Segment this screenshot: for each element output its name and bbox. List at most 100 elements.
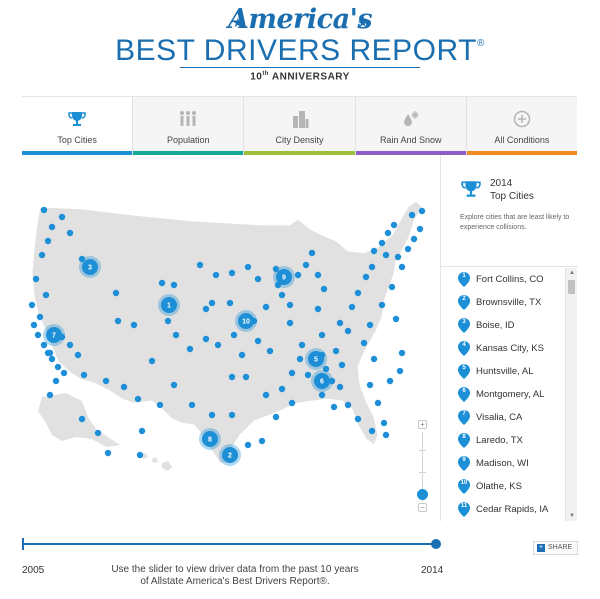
city-marker[interactable] bbox=[54, 363, 62, 371]
city-marker[interactable] bbox=[202, 305, 210, 313]
city-list-item[interactable]: 4 Kansas City, KS bbox=[441, 337, 566, 360]
city-marker[interactable] bbox=[336, 319, 344, 327]
city-marker[interactable] bbox=[266, 347, 274, 355]
city-marker[interactable] bbox=[66, 229, 74, 237]
city-marker[interactable] bbox=[416, 225, 424, 233]
city-marker[interactable] bbox=[286, 319, 294, 327]
city-marker[interactable] bbox=[202, 335, 210, 343]
city-marker[interactable] bbox=[262, 303, 270, 311]
city-marker[interactable] bbox=[370, 247, 378, 255]
city-marker[interactable] bbox=[288, 399, 296, 407]
city-marker[interactable] bbox=[78, 255, 86, 263]
city-marker[interactable] bbox=[196, 261, 204, 269]
city-list-item[interactable]: 5 Huntsville, AL bbox=[441, 360, 566, 383]
city-marker[interactable] bbox=[418, 207, 426, 215]
city-marker[interactable] bbox=[336, 383, 344, 391]
city-marker[interactable] bbox=[164, 317, 172, 325]
city-marker[interactable] bbox=[66, 341, 74, 349]
city-cluster-marker[interactable]: 10 bbox=[235, 310, 257, 332]
city-marker[interactable] bbox=[170, 381, 178, 389]
city-marker[interactable] bbox=[242, 373, 250, 381]
city-marker[interactable] bbox=[368, 427, 376, 435]
scroll-up-icon[interactable]: ▲ bbox=[569, 270, 575, 276]
city-list-item[interactable]: 6 Montgomery, AL bbox=[441, 383, 566, 406]
city-marker[interactable] bbox=[114, 317, 122, 325]
city-marker[interactable] bbox=[294, 271, 302, 279]
city-marker[interactable] bbox=[156, 401, 164, 409]
city-marker[interactable] bbox=[136, 451, 144, 459]
city-marker[interactable] bbox=[314, 305, 322, 313]
city-list-item[interactable]: 11 Cedar Rapids, IA bbox=[441, 498, 566, 521]
city-marker[interactable] bbox=[134, 395, 142, 403]
zoom-handle[interactable] bbox=[417, 489, 428, 500]
city-marker[interactable] bbox=[228, 411, 236, 419]
city-marker[interactable] bbox=[308, 249, 316, 257]
city-marker[interactable] bbox=[228, 373, 236, 381]
city-marker[interactable] bbox=[394, 253, 402, 261]
city-marker[interactable] bbox=[40, 341, 48, 349]
city-marker[interactable] bbox=[120, 383, 128, 391]
scroll-thumb[interactable] bbox=[568, 280, 575, 294]
city-marker[interactable] bbox=[392, 315, 400, 323]
tab-rain-and-snow[interactable]: Rain And Snow bbox=[355, 97, 467, 155]
city-marker[interactable] bbox=[212, 271, 220, 279]
city-marker[interactable] bbox=[378, 301, 386, 309]
city-marker[interactable] bbox=[48, 223, 56, 231]
city-marker[interactable] bbox=[230, 331, 238, 339]
city-marker[interactable] bbox=[40, 206, 48, 214]
city-marker[interactable] bbox=[148, 357, 156, 365]
city-marker[interactable] bbox=[278, 385, 286, 393]
city-marker[interactable] bbox=[288, 369, 296, 377]
city-marker[interactable] bbox=[304, 371, 312, 379]
city-marker[interactable] bbox=[366, 321, 374, 329]
city-marker[interactable] bbox=[172, 331, 180, 339]
city-list[interactable]: 1 Fort Collins, CO 2 Brownsville, TX 3 Boise,… bbox=[441, 268, 566, 521]
city-marker[interactable] bbox=[188, 401, 196, 409]
city-marker[interactable] bbox=[38, 251, 46, 259]
city-marker[interactable] bbox=[48, 355, 56, 363]
city-marker[interactable] bbox=[348, 303, 356, 311]
city-marker[interactable] bbox=[404, 245, 412, 253]
city-marker[interactable] bbox=[378, 239, 386, 247]
city-marker[interactable] bbox=[30, 321, 38, 329]
city-marker[interactable] bbox=[42, 291, 50, 299]
city-marker[interactable] bbox=[278, 291, 286, 299]
city-marker[interactable] bbox=[302, 261, 310, 269]
city-marker[interactable] bbox=[328, 377, 336, 385]
city-marker[interactable] bbox=[258, 437, 266, 445]
city-list-item[interactable]: 9 Madison, WI bbox=[441, 452, 566, 475]
city-marker[interactable] bbox=[52, 377, 60, 385]
slider-track[interactable] bbox=[22, 543, 438, 545]
city-marker[interactable] bbox=[28, 301, 36, 309]
city-marker[interactable] bbox=[214, 341, 222, 349]
tab-city-density[interactable]: City Density bbox=[244, 97, 356, 155]
year-slider[interactable] bbox=[22, 537, 442, 551]
city-marker[interactable] bbox=[296, 355, 304, 363]
city-list-item[interactable]: 1 Fort Collins, CO bbox=[441, 268, 566, 291]
tab-top-cities[interactable]: Top Cities bbox=[22, 97, 134, 155]
city-marker[interactable] bbox=[78, 415, 86, 423]
city-marker[interactable] bbox=[170, 281, 178, 289]
city-cluster-marker[interactable]: 7 bbox=[43, 324, 65, 346]
city-list-item[interactable]: 8 Laredo, TX bbox=[441, 429, 566, 452]
city-cluster-marker[interactable]: 5 bbox=[305, 348, 327, 370]
city-marker[interactable] bbox=[94, 429, 102, 437]
city-marker[interactable] bbox=[272, 265, 280, 273]
tab-population[interactable]: Population bbox=[133, 97, 245, 155]
city-marker[interactable] bbox=[362, 273, 370, 281]
city-marker[interactable] bbox=[390, 221, 398, 229]
city-marker[interactable] bbox=[228, 269, 236, 277]
city-marker[interactable] bbox=[272, 413, 280, 421]
city-marker[interactable] bbox=[298, 341, 306, 349]
share-button[interactable]: + SHARE bbox=[533, 541, 579, 555]
city-marker[interactable] bbox=[398, 349, 406, 357]
tab-all-conditions[interactable]: All Conditions bbox=[466, 97, 578, 155]
zoom-in-button[interactable]: + bbox=[418, 420, 427, 429]
slider-handle[interactable] bbox=[431, 539, 441, 549]
city-marker[interactable] bbox=[380, 419, 388, 427]
city-marker[interactable] bbox=[262, 391, 270, 399]
city-marker[interactable] bbox=[36, 313, 44, 321]
city-marker[interactable] bbox=[366, 381, 374, 389]
city-marker[interactable] bbox=[32, 275, 40, 283]
city-marker[interactable] bbox=[74, 351, 82, 359]
